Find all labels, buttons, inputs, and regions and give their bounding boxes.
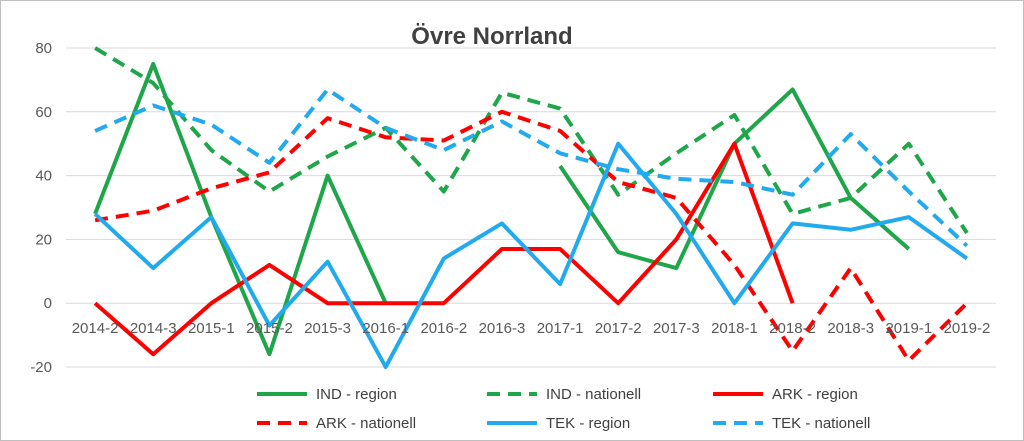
x-tick-label: 2018-1 — [711, 320, 758, 337]
y-tick-label: 80 — [35, 40, 52, 57]
x-tick-label: 2019-2 — [944, 320, 991, 337]
x-tick-label: 2015-2 — [246, 320, 293, 337]
x-tick-label: 2017-3 — [653, 320, 700, 337]
legend-label-tek-region: TEK - region — [546, 415, 630, 432]
x-tick-label: 2014-2 — [72, 320, 119, 337]
y-axis-ticks: -20 0 20 40 60 80 — [30, 40, 52, 376]
series-line-ark-region — [93, 141, 795, 357]
series-line-tek-nationell — [94, 87, 969, 248]
x-tick-label: 2017-2 — [595, 320, 642, 337]
x-tick-label: 2015-1 — [188, 320, 235, 337]
x-tick-label: 2016-1 — [362, 320, 409, 337]
legend-label-ark-nationell: ARK - nationell — [316, 415, 416, 432]
series-line-ind-region — [93, 61, 388, 357]
x-axis-ticks: 2014-2 2014-3 2015-1 2015-2 2015-3 2016-1 2016… — [72, 320, 991, 337]
series-line-tek-region — [93, 141, 969, 369]
y-tick-label: 20 — [35, 231, 52, 248]
x-tick-label: 2015-3 — [304, 320, 351, 337]
y-tick-label: -20 — [30, 359, 52, 376]
series-lines — [93, 46, 969, 369]
legend-label-ind-region: IND - region — [316, 386, 397, 403]
x-tick-label: 2017-1 — [537, 320, 584, 337]
gridlines — [66, 47, 996, 368]
y-tick-label: 60 — [35, 104, 52, 121]
series-line-ark-nationell — [94, 109, 969, 363]
x-tick-label: 2018-2 — [769, 320, 816, 337]
legend-label-ind-nationell: IND - nationell — [546, 386, 641, 403]
chart-title: Övre Norrland — [411, 23, 572, 50]
y-tick-label: 0 — [44, 295, 52, 312]
x-tick-label: 2014-3 — [130, 320, 177, 337]
x-tick-label: 2019-1 — [885, 320, 932, 337]
series-line-ind-nationell — [94, 46, 969, 235]
x-tick-label: 2016-3 — [479, 320, 526, 337]
legend-label-tek-nationell: TEK - nationell — [772, 415, 870, 432]
legend: IND - region IND - nationell ARK - region A… — [257, 386, 870, 432]
y-tick-label: 40 — [35, 168, 52, 185]
legend-label-ark-region: ARK - region — [772, 386, 858, 403]
x-tick-label: 2018-3 — [827, 320, 874, 337]
x-tick-label: 2016-2 — [420, 320, 467, 337]
